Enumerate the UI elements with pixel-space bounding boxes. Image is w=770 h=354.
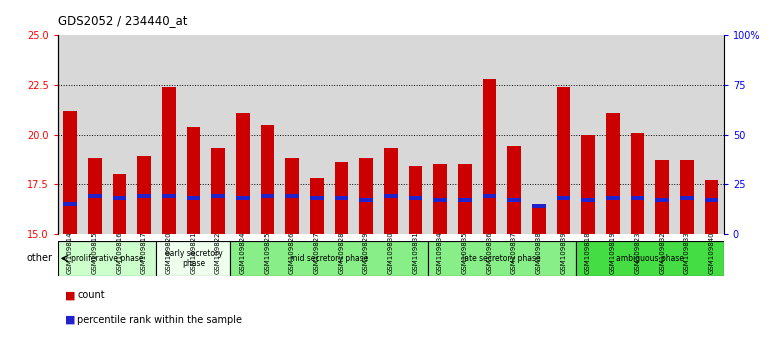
Text: GSM109826: GSM109826	[289, 231, 295, 274]
Bar	[705, 180, 718, 234]
Bar	[211, 148, 225, 234]
Text: GSM109820: GSM109820	[166, 231, 172, 274]
Text: count: count	[77, 290, 105, 300]
Text: GSM109828: GSM109828	[339, 231, 344, 274]
Text: ■: ■	[65, 315, 76, 325]
Text: GSM109832: GSM109832	[659, 231, 665, 274]
Text: GSM109822: GSM109822	[215, 231, 221, 274]
Bar	[384, 194, 397, 198]
Bar	[137, 194, 151, 198]
Text: GSM109816: GSM109816	[116, 231, 122, 274]
Bar	[557, 87, 571, 234]
Bar	[58, 241, 156, 276]
Bar	[384, 148, 397, 234]
Text: percentile rank within the sample: percentile rank within the sample	[77, 315, 242, 325]
Bar	[186, 127, 200, 234]
Bar	[310, 196, 323, 200]
Bar	[631, 196, 644, 200]
Bar	[112, 174, 126, 234]
Bar	[335, 162, 348, 234]
Bar	[428, 241, 576, 276]
Text: GSM109817: GSM109817	[141, 231, 147, 274]
Text: GSM109827: GSM109827	[313, 231, 320, 274]
Text: GSM109840: GSM109840	[708, 231, 715, 274]
Text: GSM109839: GSM109839	[561, 231, 567, 274]
Bar	[680, 160, 694, 234]
Text: GSM109833: GSM109833	[684, 231, 690, 274]
Bar	[532, 204, 546, 208]
Text: GSM109818: GSM109818	[585, 231, 591, 274]
Bar	[434, 198, 447, 202]
Bar	[88, 194, 102, 198]
Text: early secretory
phase: early secretory phase	[165, 249, 223, 268]
Bar	[236, 196, 249, 200]
Bar	[581, 135, 595, 234]
Bar	[557, 196, 571, 200]
Text: GDS2052 / 234440_at: GDS2052 / 234440_at	[58, 14, 187, 27]
Bar	[434, 164, 447, 234]
Bar	[483, 79, 496, 234]
Bar	[335, 196, 348, 200]
Text: GSM109831: GSM109831	[413, 231, 418, 274]
Bar	[680, 196, 694, 200]
Text: GSM109829: GSM109829	[363, 231, 369, 274]
Bar	[409, 166, 422, 234]
Text: GSM109834: GSM109834	[437, 231, 443, 274]
Bar	[655, 160, 669, 234]
Text: GSM109836: GSM109836	[487, 231, 493, 274]
Bar	[162, 87, 176, 234]
Bar	[261, 125, 274, 234]
Bar	[286, 194, 299, 198]
Bar	[576, 241, 724, 276]
Text: GSM109819: GSM109819	[610, 231, 616, 274]
Bar	[606, 113, 620, 234]
Bar	[409, 196, 422, 200]
Bar	[483, 194, 496, 198]
Bar	[458, 164, 471, 234]
Bar	[310, 178, 323, 234]
Text: GSM109838: GSM109838	[536, 231, 542, 274]
Bar	[156, 241, 230, 276]
Bar	[186, 196, 200, 200]
Text: mid secretory phase: mid secretory phase	[290, 254, 368, 263]
Text: GSM109835: GSM109835	[462, 231, 468, 274]
Bar	[507, 147, 521, 234]
Text: ambiguous phase: ambiguous phase	[616, 254, 684, 263]
Text: GSM109824: GSM109824	[239, 231, 246, 274]
Bar	[532, 204, 546, 234]
Text: GSM109837: GSM109837	[511, 231, 517, 274]
Bar	[655, 198, 669, 202]
Bar	[360, 198, 373, 202]
Text: GSM109814: GSM109814	[67, 231, 73, 274]
Bar	[581, 198, 595, 202]
Bar	[261, 194, 274, 198]
Bar	[631, 132, 644, 234]
Bar	[63, 111, 77, 234]
Text: GSM109821: GSM109821	[190, 231, 196, 274]
Bar	[211, 194, 225, 198]
Bar	[458, 198, 471, 202]
Bar	[236, 113, 249, 234]
Bar	[63, 202, 77, 206]
Text: ■: ■	[65, 290, 76, 300]
Bar	[137, 156, 151, 234]
Bar	[360, 158, 373, 234]
Bar	[705, 198, 718, 202]
Text: GSM109823: GSM109823	[634, 231, 641, 274]
Text: GSM109830: GSM109830	[388, 231, 393, 274]
Bar	[507, 198, 521, 202]
Bar	[162, 194, 176, 198]
Bar	[286, 158, 299, 234]
Text: late secretory phase: late secretory phase	[463, 254, 541, 263]
Bar	[88, 158, 102, 234]
Bar	[606, 196, 620, 200]
Text: other: other	[27, 253, 53, 263]
Text: GSM109825: GSM109825	[264, 231, 270, 274]
Bar	[230, 241, 428, 276]
Text: proliferative phase: proliferative phase	[71, 254, 143, 263]
Text: GSM109815: GSM109815	[92, 231, 98, 274]
Bar	[112, 196, 126, 200]
